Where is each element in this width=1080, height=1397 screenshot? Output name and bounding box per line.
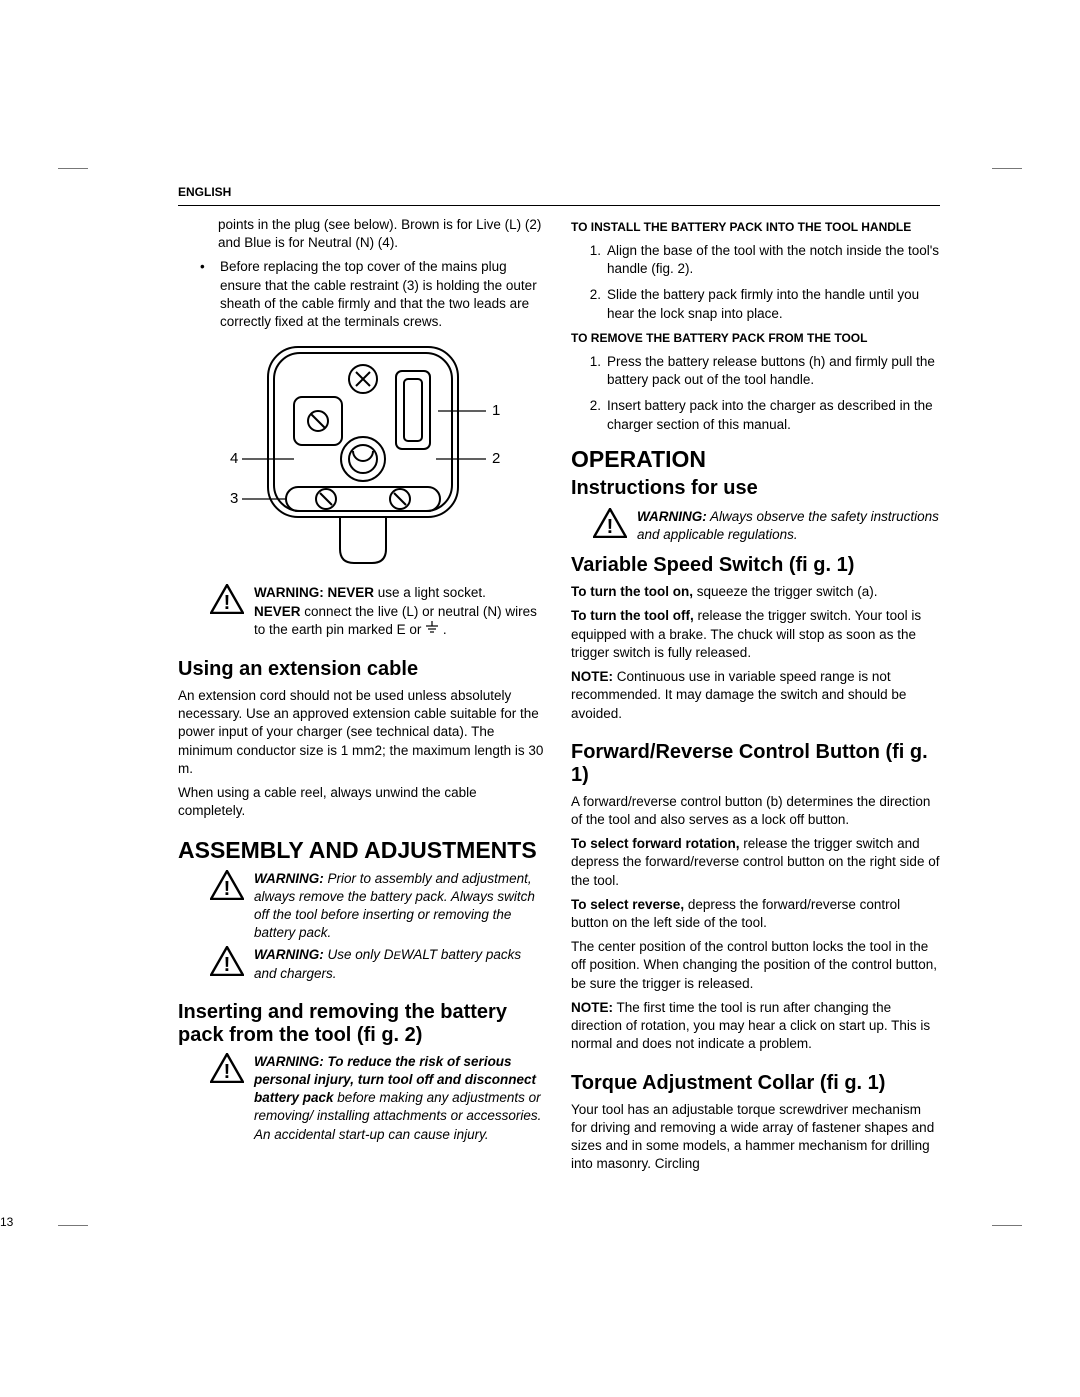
right-column: TO INSTALL THE BATTERY PACK INTO THE TOO… [571,216,940,1179]
warning-triangle-icon: ! [210,870,244,943]
plug-label-3: 3 [230,490,238,507]
fwdrev-p5: NOTE: The first time the tool is run aft… [571,999,940,1054]
ol-num: 1. [585,353,601,389]
operation-warn: WARNING: Always observe the safety instr… [637,508,940,544]
svg-text:!: ! [607,516,614,538]
remove-li1: Press the battery release buttons (h) an… [607,353,940,389]
svg-text:!: ! [224,592,231,614]
warning-triangle-icon: ! [593,508,627,544]
warning-triangle-icon: ! [210,1053,244,1144]
warning-triangle-icon: ! [210,946,244,982]
header-rule [178,205,940,206]
fwdrev-p3: To select reverse, depress the forward/r… [571,896,940,932]
heading-instructions: Instructions for use [571,477,940,500]
ol-num: 2. [585,286,601,322]
svg-text:!: ! [224,878,231,900]
intro-para: points in the plug (see below). Brown is… [218,216,547,252]
ext-cable-p2: When using a cable reel, always unwind t… [178,784,547,820]
install-heading: TO INSTALL THE BATTERY PACK INTO THE TOO… [571,220,940,234]
install-li1: Align the base of the tool with the notc… [607,242,940,278]
fwdrev-p2: To select forward rotation, release the … [571,835,940,890]
heading-vss: Variable Speed Switch (fi g. 1) [571,554,940,577]
warning-never-text: WARNING: NEVER use a light socket. NEVER… [254,584,547,640]
svg-text:!: ! [224,954,231,976]
ext-cable-p1: An extension cord should not be used unl… [178,687,547,778]
assembly-warn2: WARNING: Use only DEWALT battery packs a… [254,946,547,982]
heading-torque: Torque Adjustment Collar (fi g. 1) [571,1072,940,1095]
install-li2: Slide the battery pack firmly into the h… [607,286,940,322]
crop-mark-bl [58,1225,88,1226]
torque-p1: Your tool has an adjustable torque screw… [571,1101,940,1174]
assembly-warn1: WARNING: Prior to assembly and adjustmen… [254,870,547,943]
header-language: ENGLISH [178,185,940,199]
fwdrev-p4: The center position of the control butto… [571,938,940,993]
plug-label-1: 1 [492,402,500,419]
ol-num: 1. [585,242,601,278]
vss-p2: To turn the tool off, release the trigge… [571,607,940,662]
fwdrev-p1: A forward/reverse control button (b) det… [571,793,940,829]
page-number: 13 [0,1215,13,1229]
heading-insert-remove: Inserting and removing the battery pack … [178,1001,547,1047]
vss-p3: NOTE: Continuous use in variable speed r… [571,668,940,723]
bullet-mark: • [200,258,210,331]
left-column: points in the plug (see below). Brown is… [178,216,547,1179]
crop-mark-br [992,1225,1022,1226]
remove-heading: TO REMOVE THE BATTERY PACK FROM THE TOOL [571,331,940,345]
heading-assembly: ASSEMBLY AND ADJUSTMENTS [178,837,547,864]
two-column-layout: points in the plug (see below). Brown is… [178,216,940,1179]
heading-operation: OPERATION [571,446,940,473]
plug-diagram: 1 2 3 4 [178,339,547,574]
plug-label-4: 4 [230,450,238,467]
earth-symbol-icon [425,621,439,640]
vss-p1: To turn the tool on, squeeze the trigger… [571,583,940,601]
page-content: ENGLISH points in the plug (see below). … [0,0,1080,1179]
heading-fwdrev: Forward/Reverse Control Button (fi g. 1) [571,741,940,787]
bullet-text: Before replacing the top cover of the ma… [220,258,547,331]
warning-triangle-icon: ! [210,584,244,640]
svg-text:!: ! [224,1061,231,1083]
ol-num: 2. [585,397,601,433]
plug-label-2: 2 [492,450,500,467]
heading-extension-cable: Using an extension cable [178,658,547,681]
remove-li2: Insert battery pack into the charger as … [607,397,940,433]
insert-remove-warn: WARNING: To reduce the risk of serious p… [254,1053,547,1144]
